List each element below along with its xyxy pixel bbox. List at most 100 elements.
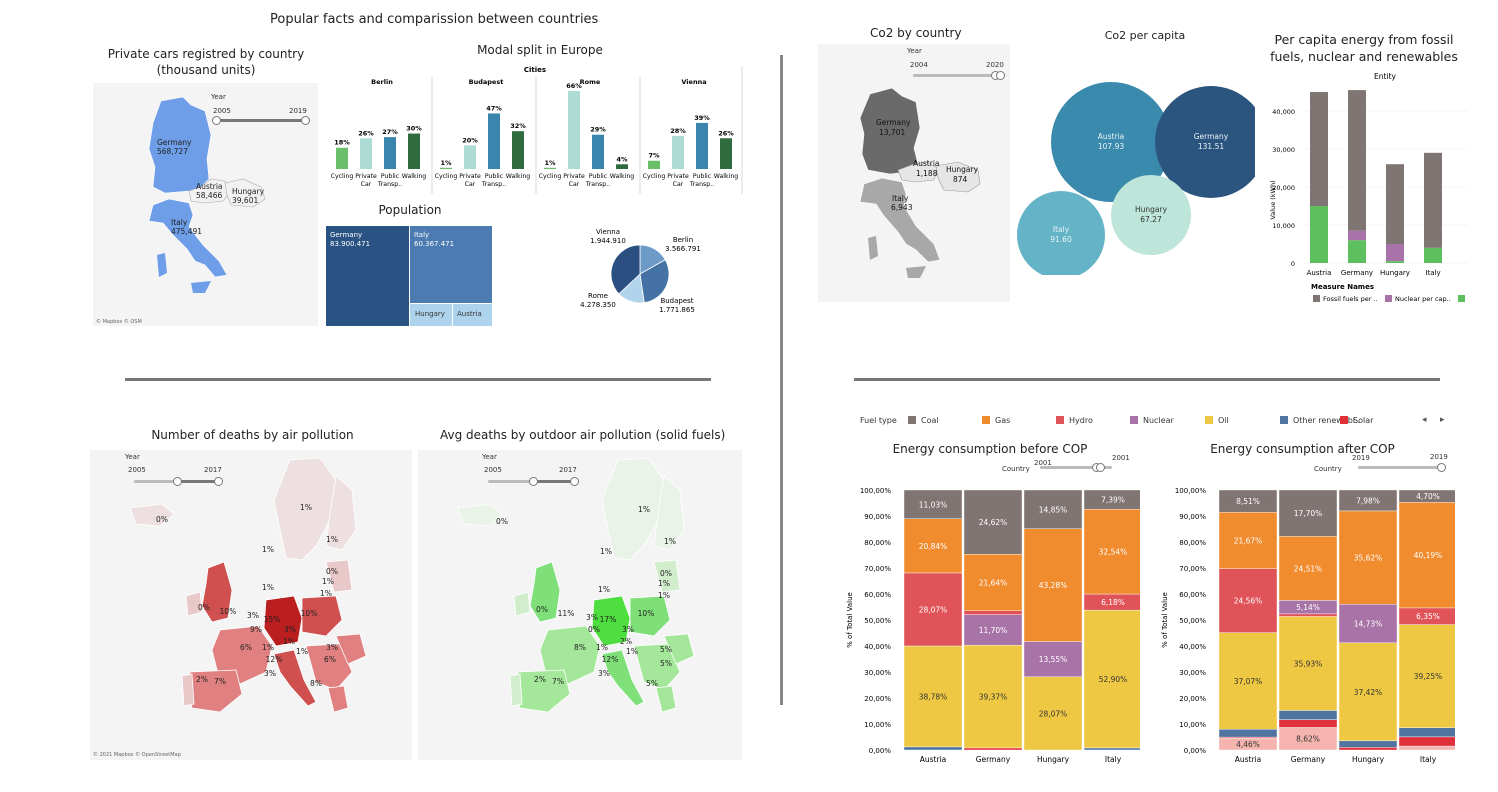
map-region-portugal[interactable] <box>181 673 195 707</box>
map-region-greece[interactable] <box>327 685 349 713</box>
modal-bar[interactable] <box>440 167 452 169</box>
cop-segment-oil[interactable] <box>963 644 1023 749</box>
fuel-legend-swatch-3[interactable] <box>1130 416 1138 424</box>
modal-bar[interactable] <box>464 145 476 169</box>
energy-bar-segment[interactable] <box>1310 92 1328 206</box>
treemap-italy[interactable]: Italy 60.367.471 <box>410 226 492 303</box>
map-region-ireland[interactable] <box>513 591 531 617</box>
co2-hungary-shape[interactable] <box>935 161 981 193</box>
modal-bar[interactable] <box>360 138 372 169</box>
map-region-uk[interactable] <box>201 561 233 623</box>
cop-segment-hydro[interactable] <box>1278 613 1338 617</box>
cop-segment-coal[interactable] <box>1278 489 1338 537</box>
cop-segment-nuclear[interactable] <box>1023 641 1083 678</box>
cop-segment-solar[interactable] <box>1398 736 1458 747</box>
co2-capita-bubbles[interactable]: Austria 107.93 Germany 131.51 Italy 91.60 Hung… <box>1015 75 1267 279</box>
cars-slider-max-handle[interactable] <box>301 116 310 125</box>
fuel-legend-item-5[interactable]: Other renewabl.. <box>1293 416 1361 425</box>
deaths-air-slider[interactable] <box>134 477 223 486</box>
cop-segment-coal[interactable] <box>903 489 963 519</box>
deaths-air-slider-min-handle[interactable] <box>173 477 182 486</box>
deaths-air-map[interactable]: Year 2005 2017 0% 1% 1% 1% 0% 1% 1% 1% 0% 10% 3% 15… <box>90 450 412 760</box>
cop-segment-hydro[interactable] <box>963 610 1023 615</box>
map-region-france[interactable] <box>539 625 601 685</box>
cop-segment-solarlight[interactable] <box>1398 745 1458 751</box>
cop-before-slider-max-handle[interactable] <box>1096 463 1105 472</box>
map-region-iceland[interactable] <box>457 503 503 527</box>
treemap-austria[interactable]: Austria <box>453 304 492 326</box>
cop-segment-coal[interactable] <box>1338 489 1398 512</box>
map-region-portugal[interactable] <box>509 673 523 707</box>
cop-segment-oil[interactable] <box>1278 616 1338 711</box>
cop-segment-oil[interactable] <box>1398 624 1458 728</box>
cop-segment-hydro[interactable] <box>1218 568 1278 633</box>
cop-segment-gas[interactable] <box>963 554 1023 611</box>
cop-segment-solar[interactable] <box>1338 747 1398 751</box>
population-pie-chart[interactable]: Vienna 1.944.910 Berlin 3.566.791 Budapest 1.… <box>560 222 720 322</box>
fuel-legend-item-4[interactable]: Oil <box>1218 416 1229 425</box>
modal-bar[interactable] <box>488 113 500 169</box>
deaths-air-slider-max-handle[interactable] <box>214 477 223 486</box>
modal-bar[interactable] <box>512 131 524 169</box>
cop-segment-gas[interactable] <box>903 518 963 574</box>
cop-segment-gas[interactable] <box>1083 509 1143 595</box>
map-region-balkans[interactable] <box>633 643 681 691</box>
cop-before-slider[interactable] <box>1040 463 1112 472</box>
population-treemap[interactable]: Germany 83.900.471 Italy 60.367.471 Hung… <box>326 226 492 326</box>
deaths-solid-slider-max-handle[interactable] <box>570 477 579 486</box>
co2-year-slider[interactable] <box>913 71 1005 80</box>
map-region-uk[interactable] <box>529 561 561 623</box>
map-region-germany[interactable] <box>263 595 303 647</box>
cop-segment-other[interactable] <box>1398 727 1458 738</box>
pie-slice-berlin[interactable] <box>639 259 670 304</box>
cop-segment-nuclear[interactable] <box>963 614 1023 646</box>
cars-year-slider[interactable] <box>212 116 310 125</box>
map-region-france[interactable] <box>211 625 273 685</box>
map-region-finland[interactable] <box>653 475 685 551</box>
map-region-ireland[interactable] <box>185 591 203 617</box>
bubble-italy[interactable] <box>1017 191 1105 279</box>
cop-segment-oil[interactable] <box>1338 642 1398 742</box>
fuel-legend-swatch-0[interactable] <box>908 416 916 424</box>
cop-segment-coal[interactable] <box>1218 489 1278 513</box>
energy-bar-segment[interactable] <box>1348 230 1366 241</box>
fuel-legend-item-2[interactable]: Hydro <box>1069 416 1093 425</box>
deaths-solid-map[interactable]: Year 2005 2017 0% 1% 1% 1% 0% 1% 1% 1% 0% 11% 3% 17… <box>418 450 742 760</box>
modal-bar[interactable] <box>336 147 348 169</box>
modal-split-chart[interactable]: Cities Berlin 18% Cycling 26% Private Car 27% Pu… <box>326 62 744 194</box>
map-region-italy[interactable] <box>601 649 645 707</box>
modal-bar[interactable] <box>592 134 604 169</box>
energy-bar-segment[interactable] <box>1424 152 1442 248</box>
cars-map[interactable]: Germany 568,727 Austria 58,466 Hungary 3… <box>93 83 318 326</box>
energy-bar-segment[interactable] <box>1386 244 1404 262</box>
fuel-legend-item-0[interactable]: Coal <box>921 416 939 425</box>
energy-bar-segment[interactable] <box>1386 261 1404 263</box>
fuel-legend-swatch-1[interactable] <box>982 416 990 424</box>
cop-segment-oil[interactable] <box>1083 609 1143 749</box>
modal-bar[interactable] <box>616 164 628 169</box>
map-region-baltics[interactable] <box>325 559 353 593</box>
modal-bar[interactable] <box>408 133 420 169</box>
italy-shape[interactable] <box>148 198 228 278</box>
energy-capita-chart[interactable]: Entity 0 10,000 20,000 30,000 40,000 Value (kW… <box>1265 70 1470 310</box>
treemap-germany[interactable]: Germany 83.900.471 <box>326 226 409 326</box>
map-region-iceland[interactable] <box>129 503 175 527</box>
map-region-poland[interactable] <box>629 595 671 637</box>
cop-segment-solar[interactable] <box>1278 719 1338 728</box>
cop-before-chart[interactable]: 0,00% 10,00% 20,00% 30,00% 40,00% 50,00% 60,00… <box>840 480 1143 770</box>
map-region-poland[interactable] <box>301 595 343 637</box>
cop-segment-oil[interactable] <box>903 645 963 748</box>
bubble-germany[interactable] <box>1155 86 1267 198</box>
map-region-romania[interactable] <box>335 633 367 665</box>
cop-after-chart[interactable]: 0,00% 10,00% 20,00% 30,00% 40,00% 50,00% 60,00… <box>1155 480 1458 770</box>
cop-after-slider[interactable] <box>1358 463 1446 472</box>
energy-bar-segment[interactable] <box>1348 240 1366 263</box>
map-region-greece[interactable] <box>655 685 677 713</box>
deaths-solid-slider-min-handle[interactable] <box>529 477 538 486</box>
map-region-germany[interactable] <box>591 595 631 647</box>
fuel-legend-item-6[interactable]: Solar <box>1353 416 1374 425</box>
energy-bar-segment[interactable] <box>1424 247 1442 263</box>
co2-slider-max-handle[interactable] <box>996 71 1005 80</box>
map-region-romania[interactable] <box>663 633 695 665</box>
cop-segment-other[interactable] <box>1083 747 1143 751</box>
